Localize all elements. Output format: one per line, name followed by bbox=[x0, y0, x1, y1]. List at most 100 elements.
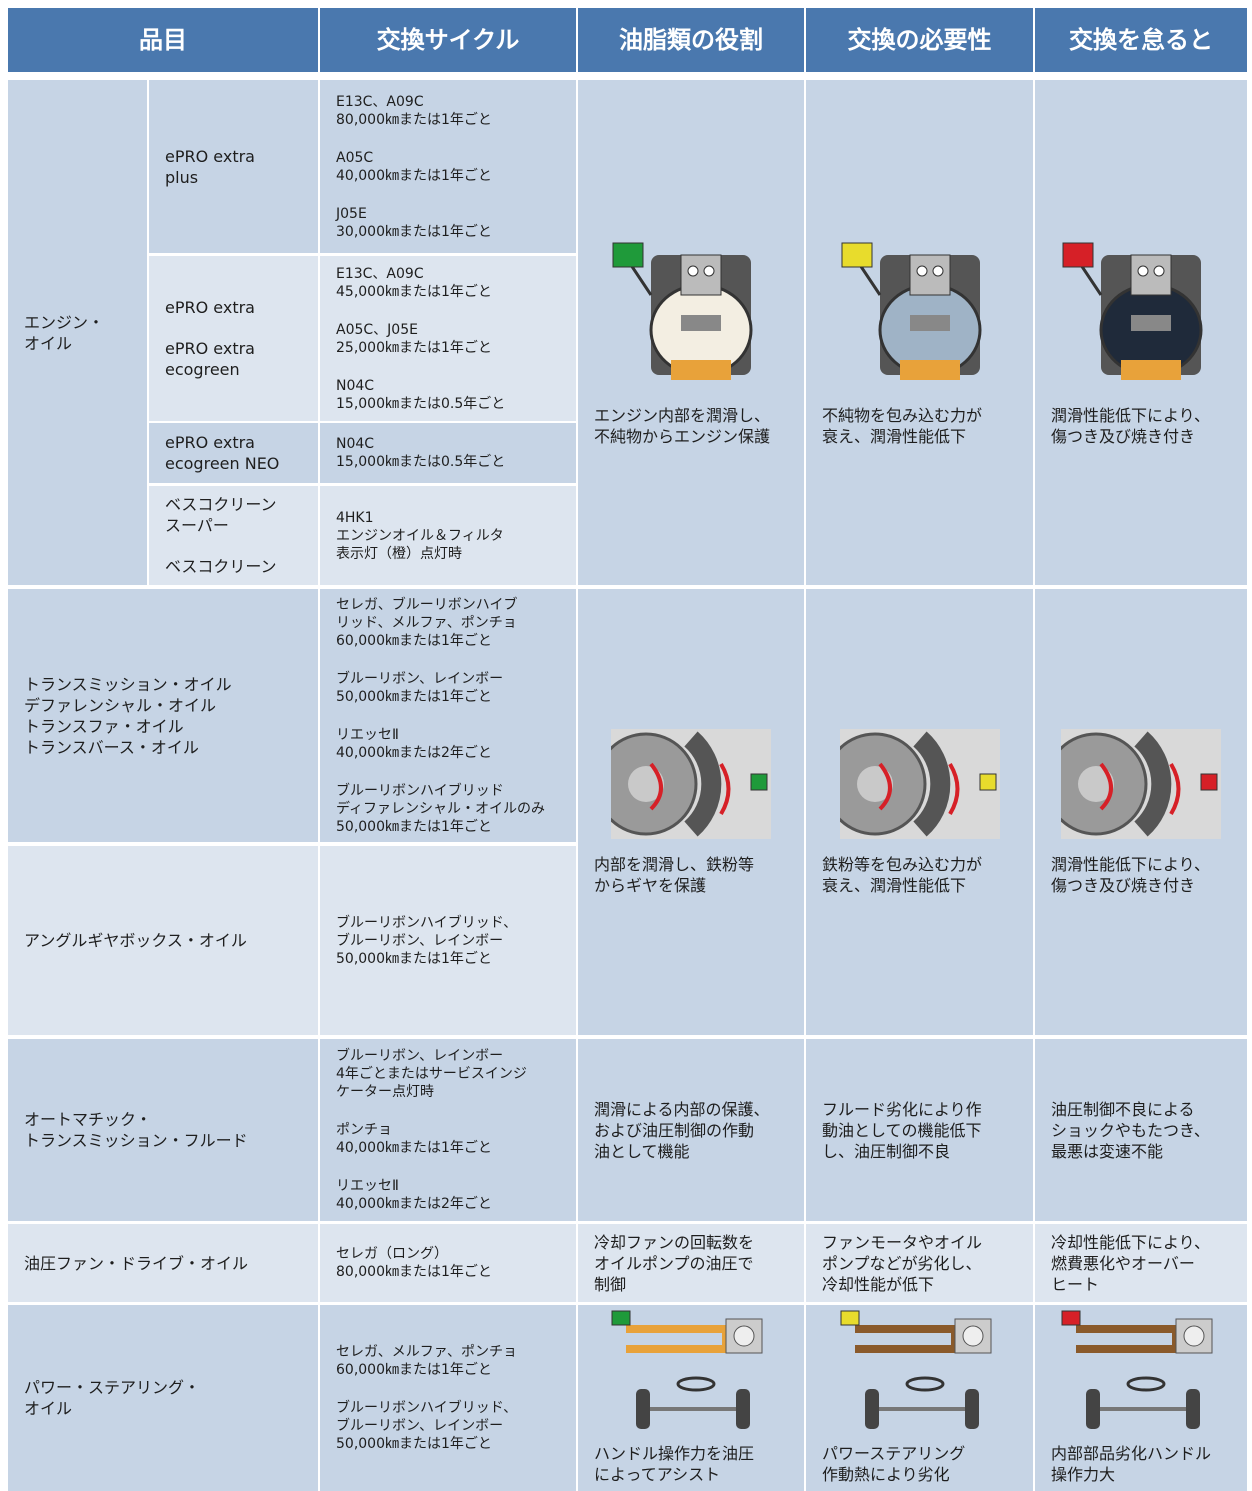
text-line: 80,000㎞または1年ごと bbox=[336, 1264, 492, 1280]
illustration bbox=[1061, 1310, 1213, 1429]
text-line: オイルポンプの油圧で bbox=[594, 1253, 754, 1273]
text-line: ePRO extra bbox=[165, 146, 255, 166]
text-line: 4HK1 bbox=[336, 509, 374, 526]
paragraph: リエッセⅡ 40,000㎞または2年ごと bbox=[336, 1177, 560, 1213]
header-text: 品目 bbox=[139, 25, 187, 54]
illustration bbox=[841, 242, 981, 380]
paragraph: 潤滑性能低下により、 傷つき及び焼き付き bbox=[1051, 854, 1231, 896]
text-line: セレガ（ロング） bbox=[336, 1246, 448, 1262]
header-cell: 品目 bbox=[8, 8, 318, 72]
text-line: エンジン・ bbox=[24, 312, 105, 332]
text-line: トランスファ・オイル bbox=[24, 716, 184, 736]
text-line: オートマチック・ bbox=[24, 1110, 152, 1129]
paragraph: アングルギヤボックス・オイル bbox=[24, 930, 302, 951]
paragraph: オートマチック・ トランスミッション・フルード bbox=[24, 1109, 302, 1151]
paragraph: ブルーリボンハイブリッド、 ブルーリボン、レインボー 50,000㎞または1年ごと bbox=[336, 1399, 560, 1453]
product-cell: ePRO extra ecogreen NEO bbox=[149, 423, 318, 483]
text-line: ショックやもたつき、 bbox=[1051, 1120, 1210, 1140]
role-cell: 潤滑による内部の保護、 および油圧制御の作動 油として機能 bbox=[578, 1039, 804, 1221]
paragraph: 4HK1 エンジンオイル＆フィルタ 表示灯（橙）点灯時 bbox=[336, 509, 560, 563]
header-cell: 油脂類の役割 bbox=[578, 8, 804, 72]
text-line: エンジンオイル＆フィルタ bbox=[336, 527, 504, 544]
text-line: 40,000㎞または1年ごと bbox=[336, 167, 492, 184]
paragraph: ePRO extra bbox=[165, 297, 302, 318]
text-line: 潤滑性能低下により、 bbox=[1051, 855, 1211, 874]
cycle-cell: セレガ、ブルーリボンハイブ リッド、メルファ、ポンチョ 60,000㎞または1年ごと… bbox=[320, 589, 576, 842]
text-line: エンジン内部を潤滑し、 bbox=[594, 406, 771, 425]
text-line: plus bbox=[165, 167, 199, 187]
text-line: 操作力大 bbox=[1051, 1465, 1116, 1484]
cycle-cell: セレガ（ロング） 80,000㎞または1年ごと bbox=[320, 1224, 576, 1302]
text-line: 潤滑性能低下により、 bbox=[1051, 406, 1211, 425]
text-line: 15,000㎞または0.5年ごと bbox=[336, 454, 506, 470]
text-line: 4年ごとまたはサービスインジ bbox=[336, 1066, 527, 1082]
text-line: E13C、A09C bbox=[336, 265, 424, 282]
text-line: ecogreen bbox=[165, 360, 240, 379]
text-line: 燃費悪化やオーバー bbox=[1051, 1253, 1195, 1273]
illustration bbox=[840, 1310, 991, 1429]
illustration bbox=[611, 729, 771, 839]
text-line: し、油圧制御不良 bbox=[822, 1141, 951, 1161]
paragraph: ハンドル操作力を油圧 によってアシスト bbox=[594, 1443, 788, 1485]
text-line: ブルーリボン、レインボー bbox=[336, 1418, 504, 1434]
paragraph: ブルーリボンハイブリッド、 ブルーリボン、レインボー 50,000㎞または1年ごと bbox=[336, 914, 560, 968]
text-line: 50,000㎞または1年ごと bbox=[336, 688, 492, 705]
text-line: トランスバース・オイル bbox=[24, 737, 199, 757]
cycle-cell: セレガ、メルファ、ポンチョ 60,000㎞または1年ごと ブルーリボンハイブリッド、… bbox=[320, 1305, 576, 1491]
neglect-cell: 冷却性能低下により、 燃費悪化やオーバー ヒート bbox=[1035, 1224, 1247, 1302]
paragraph: N04C 15,000㎞または0.5年ごと bbox=[336, 435, 560, 471]
text-line: によってアシスト bbox=[594, 1465, 721, 1484]
text-line: ハンドル操作力を油圧 bbox=[594, 1444, 755, 1463]
text-line: 不純物を包み込む力が bbox=[822, 406, 983, 425]
text-line: 不純物からエンジン保護 bbox=[594, 427, 771, 446]
paragraph: 内部部品劣化ハンドル 操作力大 bbox=[1051, 1443, 1231, 1485]
paragraph: E13C、A09C 80,000㎞または1年ごと bbox=[336, 93, 560, 129]
paragraph: セレガ（ロング） 80,000㎞または1年ごと bbox=[336, 1245, 560, 1281]
necessity-cell: フルード劣化により作 動油としての機能低下 し、油圧制御不良 bbox=[806, 1039, 1033, 1221]
product-cell: ePRO extra plus bbox=[149, 80, 318, 253]
role-cell: 冷却ファンの回転数を オイルポンプの油圧で 制御 bbox=[578, 1224, 804, 1302]
item-cell: パワー・ステアリング・ オイル bbox=[8, 1305, 318, 1491]
paragraph: 内部を潤滑し、鉄粉等 からギヤを保護 bbox=[594, 854, 788, 896]
text-line: ケーター点灯時 bbox=[336, 1084, 434, 1100]
necessity-cell: ファンモータやオイル ポンプなどが劣化し、 冷却性能が低下 bbox=[806, 1224, 1033, 1302]
text-line: ファンモータやオイル bbox=[822, 1232, 983, 1252]
text-line: 制御 bbox=[594, 1274, 627, 1294]
paragraph: ファンモータやオイル ポンプなどが劣化し、 冷却性能が低下 bbox=[822, 1232, 1017, 1295]
paragraph: 冷却ファンの回転数を オイルポンプの油圧で 制御 bbox=[594, 1232, 788, 1295]
text-line: ディファレンシャル・オイルのみ bbox=[336, 800, 546, 817]
paragraph: E13C、A09C 45,000㎞または1年ごと bbox=[336, 265, 560, 301]
illustration bbox=[1062, 242, 1203, 380]
neglect-cell: 内部部品劣化ハンドル 操作力大 bbox=[1035, 1305, 1247, 1491]
text-line: ヒート bbox=[1051, 1274, 1100, 1294]
text-line: デファレンシャル・オイル bbox=[24, 695, 217, 715]
text-line: 冷却性能が低下 bbox=[822, 1274, 935, 1294]
text-line: ポンプなどが劣化し、 bbox=[822, 1253, 982, 1273]
cycle-cell: 4HK1 エンジンオイル＆フィルタ 表示灯（橙）点灯時 bbox=[320, 486, 576, 585]
text-line: リエッセⅡ bbox=[336, 726, 399, 743]
text-line: パワーステアリング bbox=[822, 1444, 966, 1463]
text-line: ベスコクリーン bbox=[165, 495, 277, 514]
text-line: 油として機能 bbox=[594, 1141, 690, 1161]
illustration bbox=[1061, 729, 1221, 839]
header-cell: 交換を怠ると bbox=[1035, 8, 1247, 72]
text-line: ブルーリボンハイブリッド、 bbox=[336, 914, 518, 931]
paragraph: ブルーリボン、レインボー 4年ごとまたはサービスインジ ケーター点灯時 bbox=[336, 1047, 560, 1101]
text-line: 動油としての機能低下 bbox=[822, 1120, 982, 1140]
header-text: 油脂類の役割 bbox=[619, 25, 763, 54]
header-cell: 交換サイクル bbox=[320, 8, 576, 72]
illustration bbox=[612, 242, 753, 380]
item-cell: アングルギヤボックス・オイル bbox=[8, 846, 318, 1035]
paragraph: ポンチョ 40,000㎞または1年ごと bbox=[336, 1121, 560, 1157]
text-line: ブルーリボンハイブリッド、 bbox=[336, 1400, 518, 1416]
text-line: N04C bbox=[336, 436, 375, 452]
cycle-cell: E13C、A09C 80,000㎞または1年ごと A05C 40,000㎞または1年ご… bbox=[320, 80, 576, 253]
paragraph: 鉄粉等を包み込む力が 衰え、潤滑性能低下 bbox=[822, 854, 1017, 896]
paragraph: A05C、J05E 25,000㎞または1年ごと bbox=[336, 321, 560, 357]
paragraph: リエッセⅡ 40,000㎞または2年ごと bbox=[336, 726, 560, 762]
text-line: 衰え、潤滑性能低下 bbox=[822, 427, 967, 446]
text-line: 油圧制御不良による bbox=[1051, 1099, 1195, 1119]
text-line: 50,000㎞または1年ごと bbox=[336, 1436, 492, 1452]
paragraph: 潤滑による内部の保護、 および油圧制御の作動 油として機能 bbox=[594, 1099, 788, 1162]
text-line: A05C bbox=[336, 149, 374, 166]
